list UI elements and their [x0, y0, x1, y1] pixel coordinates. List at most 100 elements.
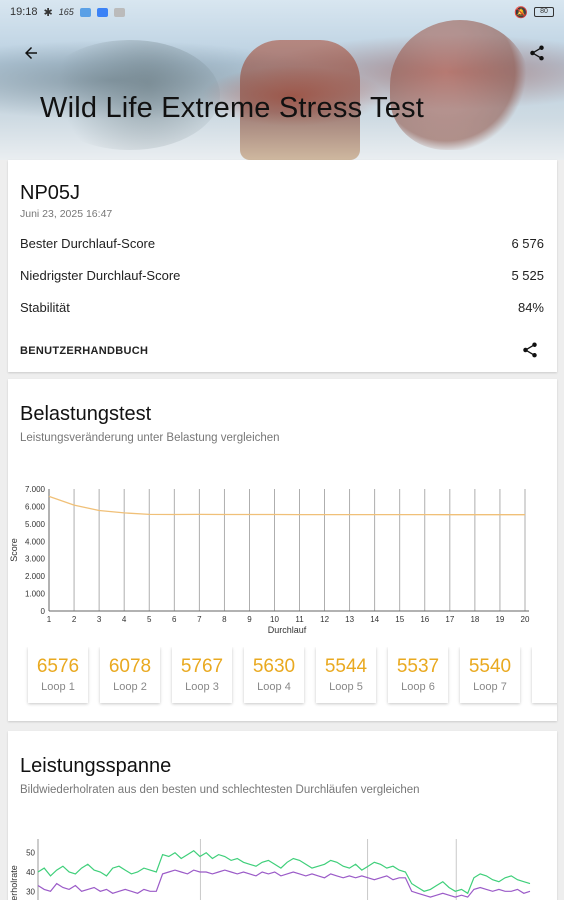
loop-label: Loop 6: [401, 681, 435, 693]
x-tick-label: 8: [222, 615, 227, 624]
hero-art-left: [40, 40, 220, 150]
hero-art-figure: [240, 40, 360, 160]
mute-icon: 🔕: [514, 6, 528, 19]
google-icon: [96, 7, 108, 17]
x-tick-label: 4: [122, 615, 127, 624]
worst-run-line: [37, 869, 531, 898]
device-name: NP05J: [20, 182, 81, 204]
y-tick-label: 0: [41, 607, 46, 616]
loop-score-value: 5767: [180, 656, 224, 677]
frame-rate-chart: 30 40 50 erholrate: [9, 839, 531, 900]
x-tick-label: 3: [97, 615, 102, 624]
share-icon: [530, 45, 544, 61]
x-tick-label: 6: [172, 615, 177, 624]
loop-score-tile[interactable]: 5630 Loop 4: [244, 647, 304, 703]
x-axis-label: Durchlauf: [268, 625, 307, 635]
y-tick-label: 40: [26, 868, 35, 877]
status-time: 19:18: [10, 6, 38, 18]
y-axis-label: erholrate: [9, 865, 19, 900]
loop-label: Loop 4: [257, 681, 291, 693]
section-title: Leistungsspanne: [20, 755, 172, 777]
net-speed: 165: [58, 7, 74, 17]
loop-score-value: 5544: [324, 656, 368, 677]
stat-value: 5 525: [511, 268, 544, 283]
loop-score-tile[interactable]: 6078 Loop 2: [100, 647, 160, 703]
loop-label: Loop 3: [185, 681, 219, 693]
x-tick-label: 16: [420, 615, 429, 624]
y-tick-label: 1.000: [25, 590, 46, 599]
y-tick-label: 30: [26, 887, 35, 896]
loop-score-tile[interactable]: 5544 Loop 5: [316, 647, 376, 703]
x-tick-label: 15: [395, 615, 404, 624]
settings-icon: ✱: [43, 6, 53, 19]
x-tick-label: 20: [521, 615, 530, 624]
loop-scores-strip[interactable]: 6576 Loop 1 6078 Loop 2 5767 Loop 3 5630 Loop 4…: [24, 647, 557, 707]
x-tick-label: 11: [295, 615, 304, 624]
app-notification-icon: [79, 7, 91, 17]
x-tick-label: 5: [147, 615, 152, 624]
back-button[interactable]: [17, 39, 45, 67]
y-tick-label: 7.000: [25, 485, 46, 494]
loop-label: Loop 7: [473, 681, 507, 693]
hero-art-right: [390, 20, 530, 150]
stat-label: Niedrigster Durchlauf-Score: [20, 268, 181, 283]
x-tick-label: 10: [270, 615, 279, 624]
battery-icon: 80: [534, 7, 554, 17]
y-tick-label: 3.000: [25, 555, 46, 564]
loop-score-tile[interactable]: 5537 Loop 6: [388, 647, 448, 703]
loop-score-value: 6576: [36, 656, 80, 677]
loop-label: Loop 5: [329, 681, 363, 693]
result-card: NP05J Juni 23, 2025 16:47 Bester Durchla…: [8, 160, 557, 372]
loop-score-tile[interactable]: 5L: [532, 647, 557, 703]
stat-row-stability: Stabilität 84%: [20, 300, 544, 315]
loop-score-value: 6078: [108, 656, 152, 677]
x-tick-label: 1: [47, 615, 52, 624]
loop-label: Loop 2: [113, 681, 147, 693]
y-tick-label: 4.000: [25, 537, 46, 546]
loop-score-tile[interactable]: 5767 Loop 3: [172, 647, 232, 703]
loop-label: Loop 1: [41, 681, 75, 693]
x-tick-label: 13: [345, 615, 354, 624]
x-tick-label: 2: [72, 615, 77, 624]
y-tick-label: 50: [26, 849, 35, 858]
share-icon: [523, 342, 537, 358]
performance-range-card: Leistungsspanne Bildwiederholraten aus d…: [8, 731, 557, 900]
stress-test-card: Belastungstest Leistungsveränderung unte…: [8, 379, 557, 721]
stat-label: Stabilität: [20, 300, 70, 315]
section-subtitle: Bildwiederholraten aus den besten und sc…: [20, 784, 420, 796]
section-subtitle: Leistungsveränderung unter Belastung ver…: [20, 432, 280, 444]
share-button[interactable]: [523, 39, 551, 67]
y-axis-label: Score: [9, 538, 19, 562]
x-tick-label: 14: [370, 615, 379, 624]
section-title: Belastungstest: [20, 403, 152, 425]
stat-row-lowest: Niedrigster Durchlauf-Score 5 525: [20, 268, 544, 283]
notification-icon: [113, 7, 125, 17]
loop-score-tile[interactable]: 6576 Loop 1: [28, 647, 88, 703]
user-manual-link[interactable]: BENUTZERHANDBUCH: [20, 345, 149, 357]
y-tick-label: 6.000: [25, 502, 46, 511]
x-tick-label: 7: [197, 615, 202, 624]
hero-banner: [0, 0, 564, 160]
x-tick-label: 17: [445, 615, 454, 624]
loop-score-value: 5630: [252, 656, 296, 677]
y-tick-label: 2.000: [25, 572, 46, 581]
arrow-left-icon: [25, 47, 37, 59]
x-tick-label: 12: [320, 615, 329, 624]
y-tick-label: 5.000: [25, 520, 46, 529]
x-tick-label: 9: [247, 615, 252, 624]
loop-score-value: 5: [532, 656, 558, 678]
x-tick-label: 18: [470, 615, 479, 624]
stat-value: 84%: [517, 300, 544, 315]
loop-score-value: 5540: [468, 656, 512, 677]
score-series-line: [48, 495, 525, 516]
manual-share-button[interactable]: [518, 338, 542, 362]
status-bar: 19:18 ✱ 165 🔕 80: [0, 0, 564, 24]
page-title: Wild Life Extreme Stress Test: [40, 92, 424, 124]
stat-row-best: Bester Durchlauf-Score 6 576: [20, 236, 544, 251]
loop-score-tile[interactable]: 5540 Loop 7: [460, 647, 520, 703]
loop-label: L: [532, 681, 557, 693]
stat-value: 6 576: [511, 236, 544, 251]
stat-label: Bester Durchlauf-Score: [20, 236, 156, 251]
loop-score-value: 5537: [396, 656, 440, 677]
